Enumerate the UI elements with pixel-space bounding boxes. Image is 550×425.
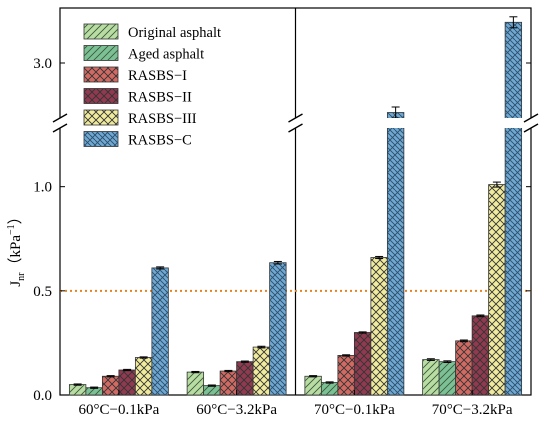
axis-break-mark — [52, 113, 68, 123]
bar-hatch — [337, 355, 355, 395]
y-tick-label: 0.5 — [33, 284, 52, 300]
bar-group — [320, 381, 339, 396]
x-tick-label: 60°C−3.2kPa — [196, 402, 277, 418]
bar-group — [337, 354, 355, 396]
bar-group — [68, 383, 87, 396]
bar-group — [353, 331, 372, 396]
legend-swatch-hatch — [84, 88, 118, 104]
legend: Original asphalt Aged asphalt RASBS−I RASBS… — [83, 23, 221, 149]
bar-hatch — [439, 361, 456, 395]
axis-break-mark — [523, 123, 539, 133]
bar-hatch — [472, 315, 489, 395]
bar-group — [471, 314, 490, 396]
bar-group — [118, 368, 136, 396]
bar-group — [304, 375, 322, 396]
bar-group — [252, 345, 271, 396]
legend-item: RASBS−II — [83, 88, 192, 106]
axis-break-band — [52, 118, 539, 128]
legend-item: RASBS−I — [83, 66, 187, 84]
legend-label: Original asphalt — [128, 25, 221, 41]
bar-group — [236, 360, 254, 396]
bar-group — [386, 106, 405, 396]
bar-hatch — [102, 376, 119, 395]
bar-hatch — [203, 385, 221, 395]
bar-hatch — [304, 376, 322, 395]
bar-group — [269, 260, 287, 396]
x-tick-label: 70°C−0.1kPa — [314, 402, 395, 418]
plot-frame — [59, 7, 532, 396]
bar-hatch — [505, 22, 522, 396]
bar-hatch — [220, 371, 237, 395]
bar-group — [134, 356, 153, 396]
bar-hatch — [354, 332, 371, 395]
bar-hatch — [135, 357, 152, 395]
y-axis-title: Jnr（kPa−1） — [6, 209, 27, 286]
legend-item: RASBS−C — [83, 131, 192, 149]
bar-hatch — [151, 267, 169, 395]
bar-hatch — [187, 372, 204, 395]
legend-swatch-hatch — [84, 24, 118, 39]
y-tick-label: 0.0 — [33, 388, 52, 404]
bars-layer — [68, 16, 523, 396]
legend-swatch-hatch — [84, 67, 118, 82]
bar-group — [422, 358, 440, 396]
legend-item: Aged asphalt — [83, 45, 204, 63]
bar-hatch — [236, 361, 254, 395]
legend-item: RASBS−III — [83, 109, 197, 127]
axes-layer: 0.0 0.5 1.0 3.0 60°C−0.1kPa 60°C−3.2kPa 70°C−0… — [33, 56, 539, 418]
bar-hatch — [387, 112, 404, 395]
bar-hatch — [488, 184, 506, 395]
legend-item: Original asphalt — [83, 23, 221, 41]
legend-label: Aged asphalt — [128, 47, 204, 63]
axis-break-mark — [288, 113, 303, 123]
bar-group — [438, 360, 457, 396]
bar-group — [101, 375, 120, 396]
bar-group — [151, 266, 169, 396]
bar-group — [186, 370, 205, 396]
bar-group — [85, 386, 103, 396]
bar-hatch — [269, 262, 287, 395]
bar-group — [488, 181, 506, 396]
bar-group — [370, 255, 388, 396]
x-tick-label: 60°C−0.1kPa — [79, 402, 160, 418]
axis-break-mark — [523, 113, 539, 123]
bar-group — [203, 384, 221, 396]
bar-hatch — [69, 384, 86, 395]
bar-group — [455, 339, 473, 396]
bar-group — [219, 369, 238, 396]
legend-label: RASBS−II — [128, 90, 192, 106]
x-tick-label: 70°C−3.2kPa — [432, 402, 513, 418]
legend-swatch-hatch — [84, 110, 118, 125]
bar-hatch — [370, 257, 388, 395]
bar-hatch — [455, 340, 473, 395]
legend-swatch-hatch — [84, 45, 118, 61]
axis-break-mark — [288, 123, 303, 133]
bar-group — [504, 16, 523, 396]
legend-label: RASBS−III — [128, 111, 197, 127]
bar-hatch — [253, 347, 270, 395]
y-tick-label: 1.0 — [33, 180, 52, 196]
bar-hatch — [422, 359, 440, 395]
bar-hatch — [321, 382, 338, 395]
legend-label: RASBS−I — [128, 68, 187, 84]
axis-break-mark — [52, 123, 68, 133]
bar-hatch — [118, 370, 136, 395]
legend-label: RASBS−C — [128, 133, 192, 149]
y-tick-label: 3.0 — [33, 56, 52, 72]
legend-swatch-hatch — [84, 131, 118, 147]
bar-hatch — [85, 387, 103, 395]
